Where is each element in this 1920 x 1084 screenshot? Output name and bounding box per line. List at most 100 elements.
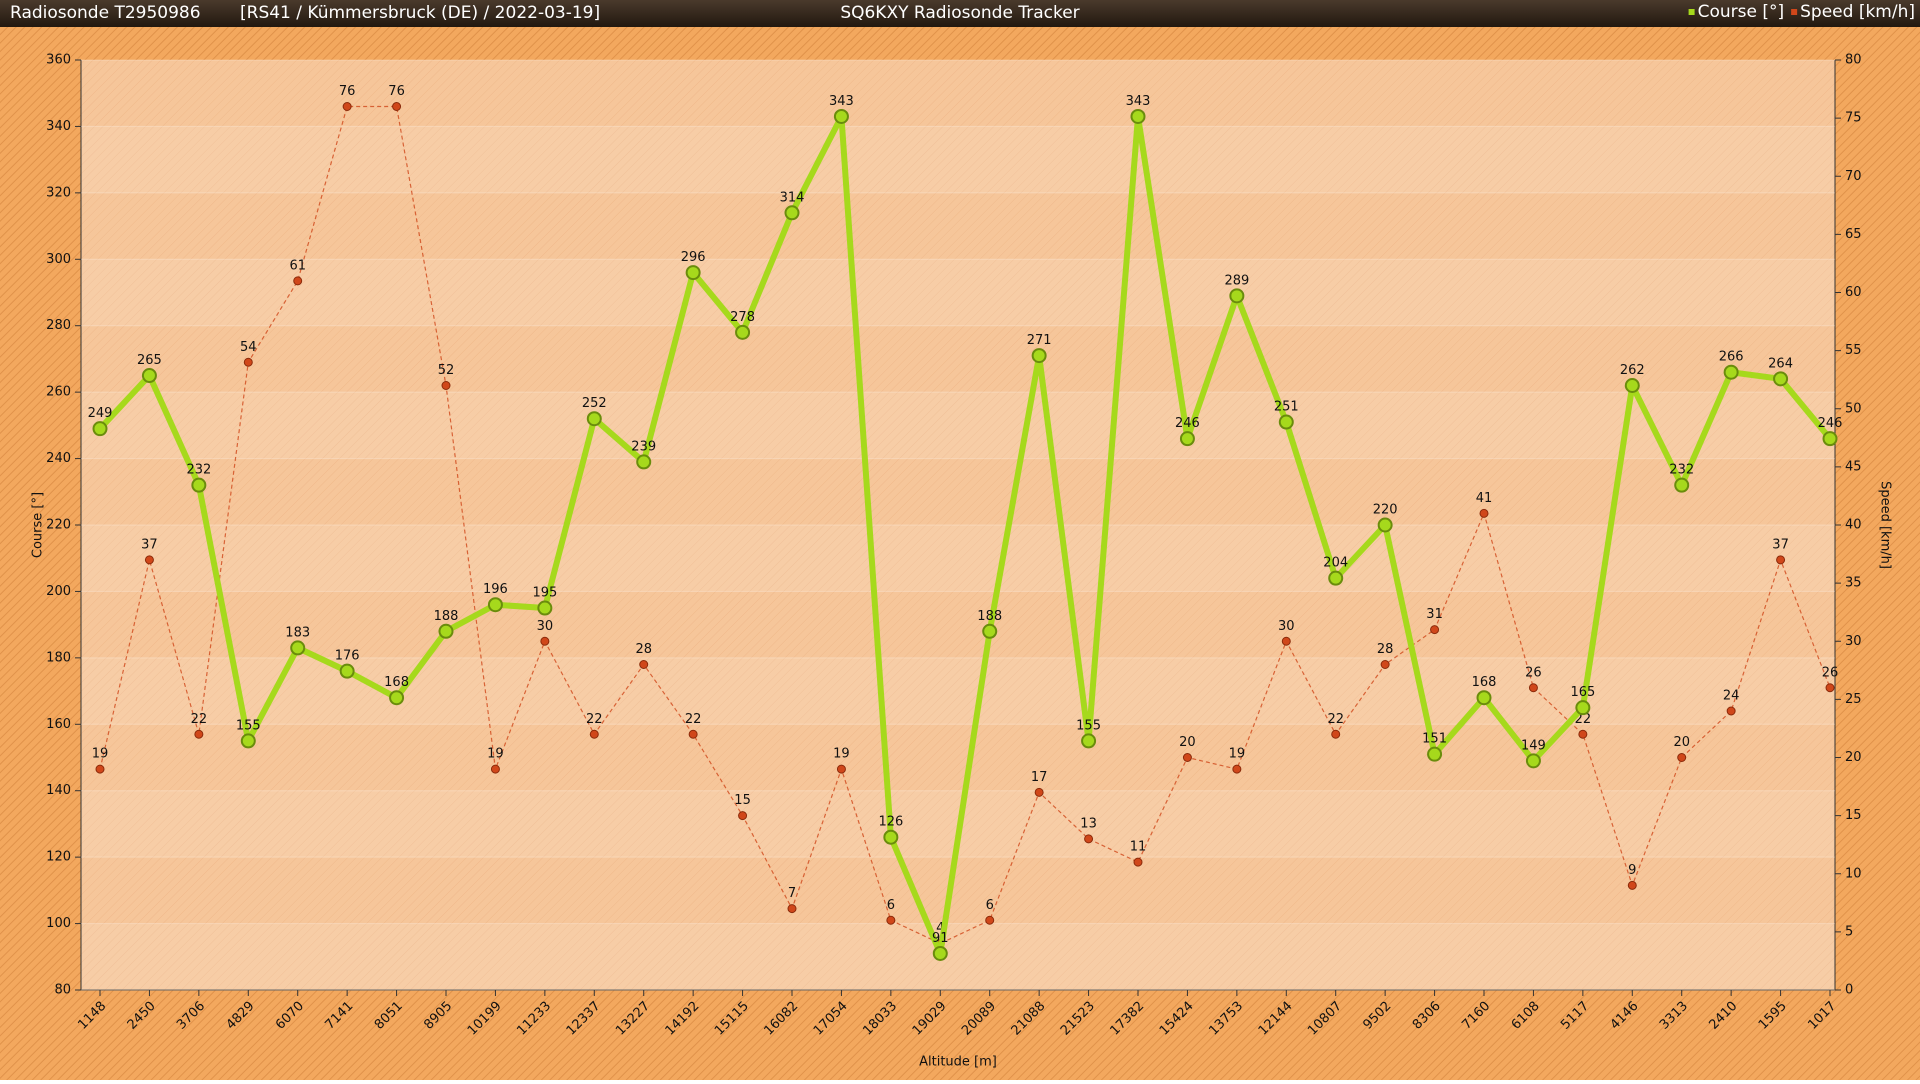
- course-point: [982, 623, 998, 639]
- speed-label: 19: [487, 747, 504, 762]
- speed-point: [1380, 660, 1390, 669]
- course-label: 91: [932, 931, 949, 946]
- speed-label: 22: [685, 712, 702, 727]
- speed-point: [1528, 683, 1538, 693]
- y-tick-label: 140: [46, 783, 71, 798]
- course-point: [1278, 414, 1294, 430]
- speed-label: 41: [1476, 491, 1493, 506]
- course-point: [883, 829, 899, 845]
- course-point: [1773, 371, 1789, 387]
- speed-point: [886, 915, 896, 925]
- y2-tick-label: 5: [1845, 924, 1853, 939]
- y-tick-label: 280: [46, 318, 71, 333]
- legend-label: Speed [km/h]: [1800, 2, 1915, 22]
- course-point: [1179, 431, 1195, 447]
- speed-point: [985, 915, 995, 925]
- course-point: [1081, 733, 1097, 749]
- course-point: [92, 421, 108, 437]
- course-point: [438, 623, 454, 639]
- y2-tick-label: 55: [1845, 343, 1862, 358]
- speed-label: 4: [936, 921, 944, 936]
- grid-band: [81, 525, 1835, 592]
- course-label: 251: [1274, 400, 1299, 415]
- y-tick-label: 200: [46, 584, 71, 599]
- speed-label: 76: [388, 84, 405, 99]
- speed-label: 37: [1772, 537, 1789, 552]
- y-tick-label: 120: [46, 850, 71, 865]
- course-point: [735, 324, 751, 340]
- y-tick-label: 100: [46, 916, 71, 931]
- speed-point: [144, 555, 154, 565]
- course-point: [339, 663, 355, 679]
- speed-label: 76: [339, 84, 356, 99]
- speed-label: 20: [1673, 735, 1690, 750]
- course-point: [1229, 288, 1245, 304]
- y-tick-label: 220: [46, 518, 71, 533]
- speed-label: 30: [1278, 619, 1295, 634]
- legend-label: Course [°]: [1698, 2, 1785, 22]
- course-label: 183: [285, 625, 310, 640]
- speed-label: 22: [191, 712, 208, 727]
- course-label: 343: [829, 94, 854, 109]
- speed-point: [787, 904, 797, 914]
- speed-point: [342, 102, 352, 111]
- course-label: 176: [335, 649, 360, 664]
- y2-tick-label: 20: [1845, 750, 1862, 765]
- course-point: [487, 597, 503, 613]
- speed-label: 26: [1525, 665, 1542, 680]
- course-label: 155: [1076, 718, 1101, 733]
- y2-tick-label: 75: [1845, 111, 1862, 126]
- x-axis-title: Altitude [m]: [919, 1055, 997, 1070]
- speed-label: 24: [1723, 689, 1740, 704]
- course-label: 296: [681, 250, 706, 265]
- speed-label: 30: [537, 619, 554, 634]
- header-bar: [0, 0, 1920, 27]
- course-point: [240, 733, 256, 749]
- speed-label: 52: [438, 363, 455, 378]
- course-label: 246: [1818, 416, 1843, 431]
- speed-point: [639, 660, 649, 669]
- speed-point: [589, 729, 599, 739]
- course-point: [389, 690, 405, 706]
- speed-point: [1182, 753, 1192, 762]
- speed-label: 37: [141, 537, 158, 552]
- speed-label: 54: [240, 340, 257, 355]
- speed-point: [1281, 636, 1291, 646]
- course-point: [1476, 690, 1492, 706]
- speed-point: [1479, 508, 1489, 518]
- course-label: 232: [1669, 463, 1694, 478]
- grid-band: [81, 923, 1835, 990]
- course-label: 196: [483, 582, 508, 597]
- course-point: [1822, 431, 1838, 447]
- course-point: [537, 600, 553, 616]
- course-label: 265: [137, 353, 162, 368]
- speed-label: 6: [986, 898, 994, 913]
- speed-label: 22: [586, 712, 603, 727]
- y2-tick-label: 25: [1845, 692, 1862, 707]
- course-label: 165: [1570, 685, 1595, 700]
- course-label: 220: [1373, 503, 1398, 518]
- course-label: 262: [1620, 363, 1645, 378]
- speed-label: 28: [1377, 642, 1394, 657]
- y-tick-label: 360: [46, 53, 71, 68]
- legend-swatch: [1791, 9, 1798, 15]
- course-point: [1525, 753, 1541, 769]
- course-point: [141, 368, 157, 384]
- y-tick-label: 240: [46, 451, 71, 466]
- course-point: [1723, 364, 1739, 380]
- course-point: [290, 640, 306, 656]
- speed-point: [1726, 706, 1736, 716]
- speed-label: 31: [1426, 607, 1443, 622]
- y2-tick-label: 60: [1845, 285, 1862, 300]
- speed-point: [293, 276, 303, 286]
- speed-point: [540, 636, 550, 646]
- course-label: 239: [631, 439, 656, 454]
- y2-tick-label: 45: [1845, 459, 1862, 474]
- y-tick-label: 180: [46, 650, 71, 665]
- speed-label: 9: [1628, 863, 1636, 878]
- y2-axis-title: Speed [km/h]: [1878, 481, 1893, 569]
- course-point: [685, 265, 701, 281]
- speed-point: [1084, 834, 1094, 844]
- speed-label: 26: [1822, 665, 1839, 680]
